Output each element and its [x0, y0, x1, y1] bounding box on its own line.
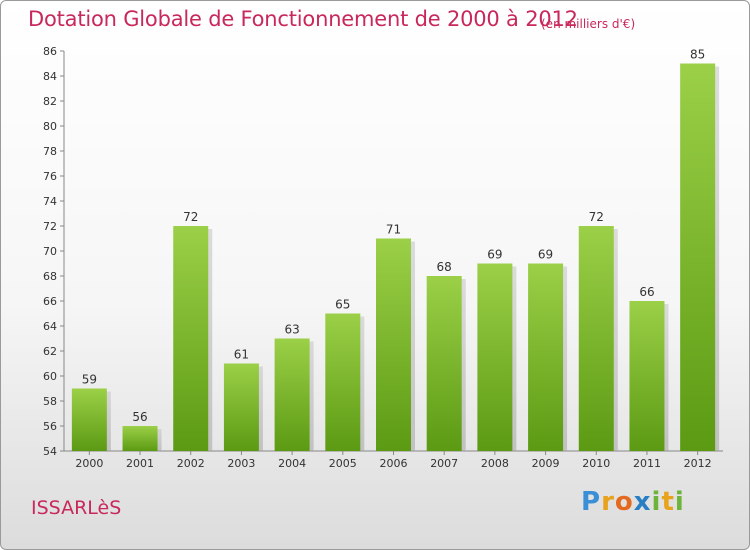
bar	[680, 63, 716, 451]
bar	[274, 338, 310, 451]
bar-value-label: 66	[639, 285, 654, 299]
bar	[426, 276, 462, 451]
bar-value-label: 65	[335, 298, 350, 312]
commune-name: ISSARLèS	[31, 497, 122, 519]
y-tick-label: 76	[43, 170, 57, 183]
bar	[376, 238, 411, 451]
bar-value-label: 63	[284, 323, 299, 337]
bar-value-label: 56	[132, 410, 147, 424]
bar	[71, 388, 107, 451]
y-tick-label: 64	[43, 320, 57, 333]
bar	[477, 263, 513, 451]
unit-note: (en milliers d'€)	[541, 17, 636, 31]
proxiti-logo: Proxiti	[581, 487, 685, 517]
x-tick-label: 2010	[582, 457, 610, 470]
y-tick-label: 60	[43, 370, 57, 383]
y-tick-label: 54	[43, 445, 57, 458]
logo-letter: x	[633, 487, 652, 517]
y-tick-label: 56	[43, 420, 57, 433]
x-tick-label: 2007	[430, 457, 458, 470]
bar	[578, 226, 614, 451]
x-tick-label: 2012	[684, 457, 712, 470]
bar-value-label: 59	[82, 373, 97, 387]
x-tick-label: 2008	[481, 457, 509, 470]
x-tick-label: 2001	[126, 457, 154, 470]
bar	[629, 301, 665, 451]
y-tick-label: 86	[43, 45, 57, 58]
y-tick-label: 58	[43, 395, 57, 408]
bar-value-label: 71	[386, 223, 401, 237]
y-tick-label: 66	[43, 295, 57, 308]
logo-letter: r	[601, 487, 615, 517]
logo-letter: i	[674, 487, 685, 517]
x-tick-label: 2000	[75, 457, 103, 470]
bar	[325, 313, 361, 451]
y-tick-label: 78	[43, 145, 57, 158]
y-tick-label: 84	[43, 70, 57, 83]
y-tick-label: 62	[43, 345, 57, 358]
x-tick-label: 2009	[532, 457, 560, 470]
y-tick-label: 72	[43, 220, 57, 233]
x-tick-label: 2006	[380, 457, 408, 470]
bar-value-label: 72	[183, 210, 198, 224]
x-tick-label: 2002	[177, 457, 205, 470]
bar-value-label: 72	[589, 210, 604, 224]
bar	[122, 426, 158, 451]
x-tick-label: 2005	[329, 457, 357, 470]
y-tick-label: 74	[43, 195, 57, 208]
y-tick-label: 80	[43, 120, 57, 133]
logo-letter: P	[581, 487, 602, 517]
x-tick-label: 2003	[227, 457, 255, 470]
x-tick-label: 2004	[278, 457, 306, 470]
x-tick-label: 2011	[633, 457, 661, 470]
logo-letter: t	[661, 487, 675, 517]
bar	[173, 226, 209, 451]
bar-value-label: 69	[538, 248, 553, 262]
y-tick-label: 68	[43, 270, 57, 283]
chart-title: Dotation Globale de Fonctionnement de 20…	[28, 7, 578, 31]
bar-value-label: 69	[487, 248, 502, 262]
bar-value-label: 68	[437, 260, 452, 274]
logo-letter: o	[614, 487, 634, 517]
bar	[528, 263, 564, 451]
bar	[223, 363, 259, 451]
y-tick-label: 70	[43, 245, 57, 258]
y-tick-label: 82	[43, 95, 57, 108]
bar-value-label: 85	[690, 48, 705, 62]
bar-value-label: 61	[234, 348, 249, 362]
logo-letter: i	[651, 487, 662, 517]
